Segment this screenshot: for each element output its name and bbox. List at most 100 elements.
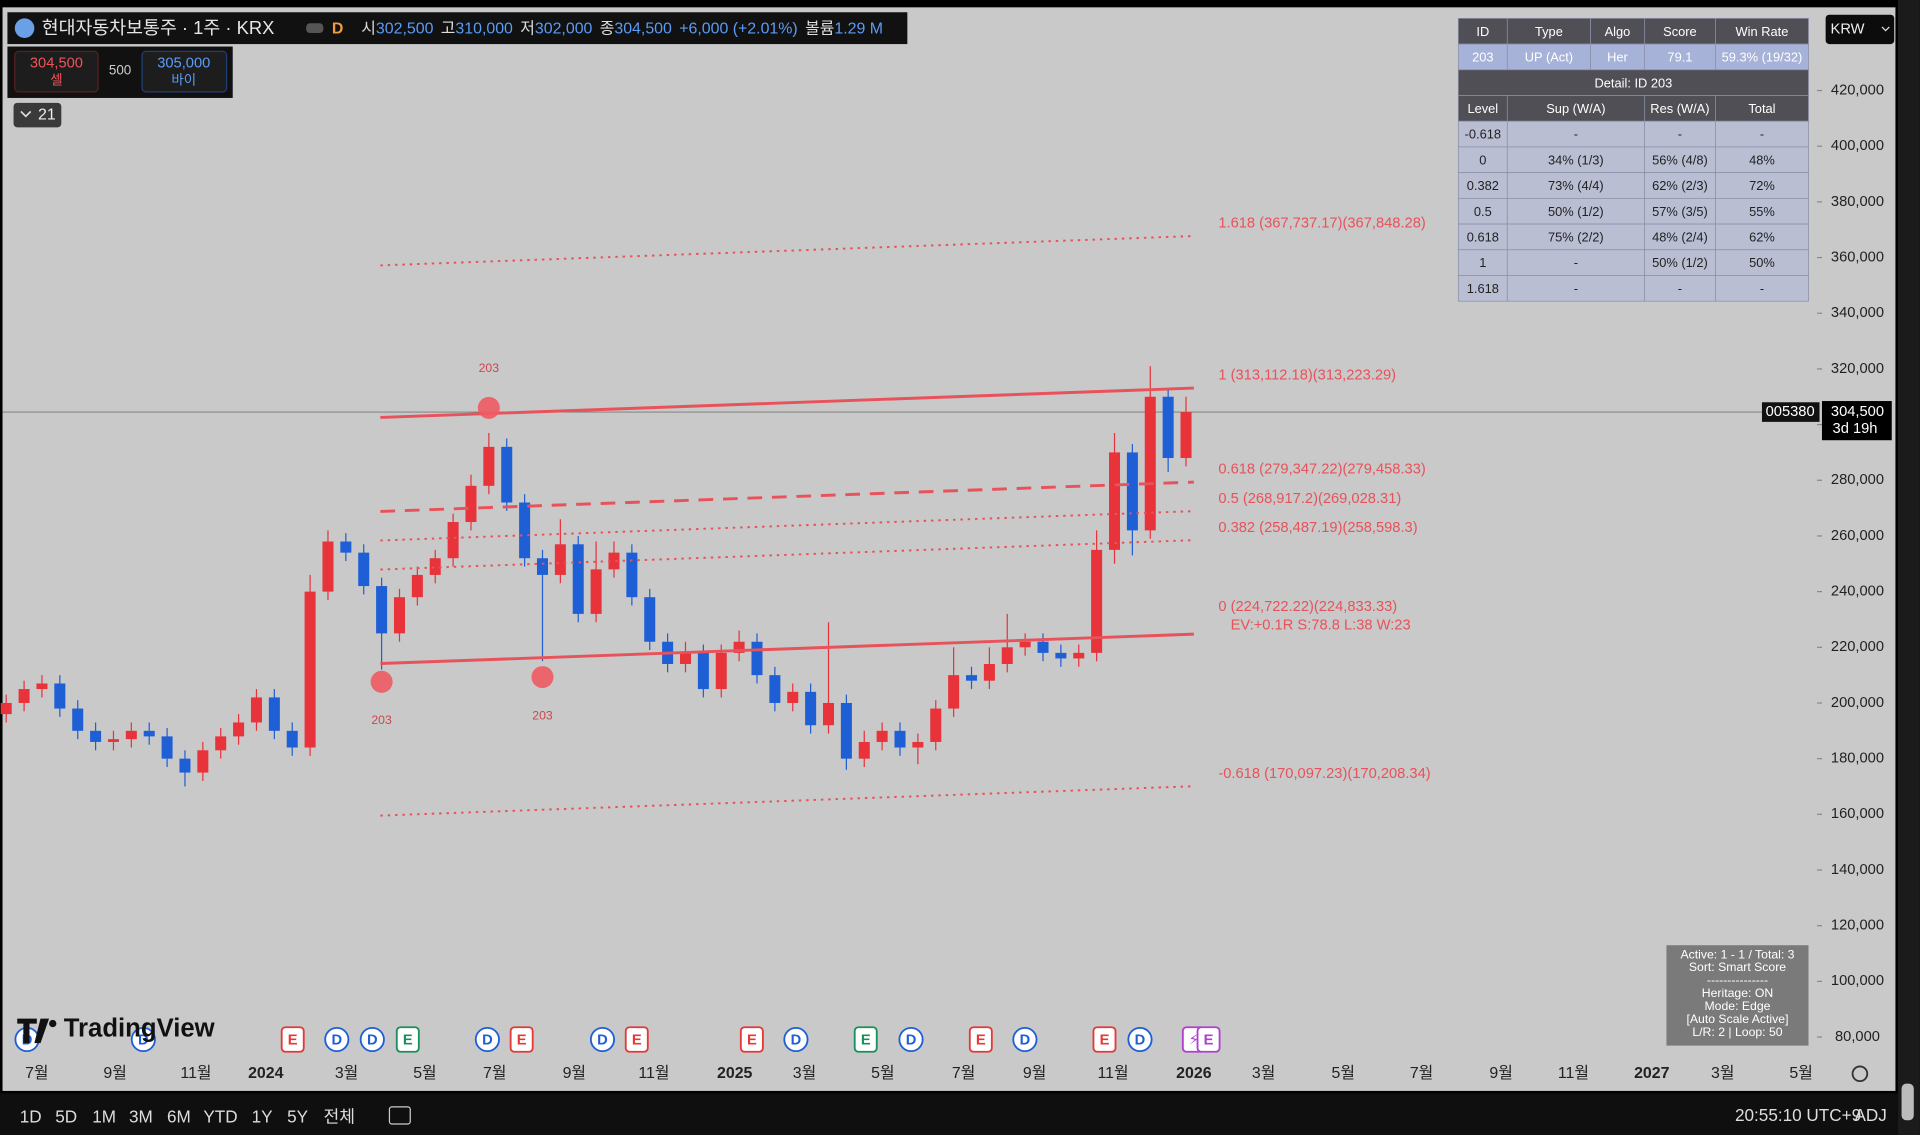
- x-tick-label: 3월: [1711, 1064, 1734, 1082]
- fib-note: EV:+0.1R S:78.8 L:38 W:23: [1231, 617, 1411, 633]
- candle-body: [679, 652, 692, 665]
- detail-header: Sup (W/A): [1546, 101, 1605, 116]
- y-tick-label: 160,000: [1831, 806, 1884, 822]
- candle-body: [1055, 652, 1067, 659]
- earnings-event[interactable]: [280, 1026, 305, 1053]
- bottom-toolbar: [0, 1093, 1898, 1135]
- range-button[interactable]: 5D: [55, 1106, 77, 1126]
- table-header-bg: [1715, 17, 1809, 45]
- sell-button[interactable]: [14, 50, 99, 93]
- scroll-thumb[interactable]: [1901, 1083, 1914, 1121]
- indicator-count: 21: [38, 106, 56, 123]
- dividend-event[interactable]: [1012, 1026, 1038, 1053]
- candle-body: [36, 683, 48, 690]
- range-button[interactable]: 6M: [167, 1106, 191, 1126]
- currency-button[interactable]: [1825, 14, 1895, 45]
- earnings-event[interactable]: [395, 1026, 420, 1053]
- countdown: 3d 19h: [1833, 421, 1878, 437]
- clock: 20:55:10 UTC+9: [1735, 1105, 1861, 1125]
- earnings-event[interactable]: [624, 1026, 649, 1053]
- dividend-event[interactable]: [783, 1026, 809, 1053]
- adjust-toggle[interactable]: ADJ: [1854, 1105, 1886, 1125]
- detail-cell-bg: [1715, 249, 1809, 276]
- settings-icon[interactable]: [1851, 1065, 1869, 1083]
- candle-body: [0, 702, 12, 715]
- detail-cell: 1: [1479, 255, 1486, 270]
- indicator-toggle[interactable]: [13, 102, 62, 128]
- buy-label: 바이: [171, 72, 196, 87]
- table-detail-title-bg: [1457, 69, 1809, 96]
- range-button[interactable]: 3M: [129, 1106, 153, 1126]
- buy-button[interactable]: [141, 50, 228, 93]
- dividend-event[interactable]: [130, 1026, 156, 1053]
- earnings-event[interactable]: [1092, 1026, 1117, 1053]
- dividend-event[interactable]: [324, 1026, 350, 1053]
- candle-body: [483, 446, 495, 486]
- change: +6,000 (+2.01%): [679, 21, 798, 38]
- dividend-event[interactable]: [474, 1026, 500, 1053]
- info-line: Mode: Edge: [1704, 999, 1770, 1013]
- detail-cell-bg: [1457, 120, 1508, 148]
- candle-body: [1180, 412, 1192, 458]
- range-button[interactable]: 1D: [20, 1106, 42, 1126]
- x-tick-label: 9월: [1489, 1064, 1512, 1082]
- symbol-tag: [1761, 402, 1820, 422]
- fib-label: 1.618 (367,737.17)(367,848.28): [1218, 216, 1425, 232]
- detail-header-bg: [1715, 95, 1809, 122]
- candle-body: [1001, 647, 1013, 665]
- event-label: E: [403, 1033, 413, 1049]
- y-tick-label: 260,000: [1831, 528, 1884, 544]
- symbol-logo: [14, 18, 35, 38]
- earnings-event[interactable]: [853, 1026, 878, 1053]
- detail-header: Total: [1748, 101, 1775, 116]
- candle-body: [376, 586, 388, 634]
- pivot-marker: [370, 670, 393, 693]
- candle-body: [1162, 396, 1174, 458]
- earnings-event[interactable]: [968, 1026, 993, 1053]
- chevron: [1881, 26, 1890, 32]
- range-button[interactable]: 1Y: [252, 1106, 274, 1126]
- spread: 500: [109, 63, 131, 78]
- pivot-marker: [477, 396, 500, 419]
- detail-cell: 0.5: [1474, 204, 1492, 219]
- earnings-event[interactable]: [1196, 1026, 1221, 1053]
- candle-body: [805, 691, 817, 726]
- detail-cell: -: [1760, 127, 1764, 142]
- x-tick-label: 7월: [952, 1064, 975, 1082]
- detail-cell-bg: [1457, 223, 1508, 251]
- price-tag-text: 304,500: [1831, 404, 1884, 420]
- earnings-event[interactable]: [509, 1026, 534, 1053]
- earnings-event[interactable]: [739, 1026, 764, 1053]
- volume: 1.29 M: [834, 21, 883, 38]
- detail-cell: 50% (1/2): [1548, 204, 1604, 219]
- candle-body: [912, 741, 924, 748]
- dividend-event[interactable]: [898, 1026, 924, 1053]
- event-label: E: [517, 1033, 527, 1049]
- table-cell: 79.1: [1667, 50, 1692, 65]
- event-label: E: [1204, 1033, 1214, 1049]
- range-button[interactable]: YTD: [203, 1106, 237, 1126]
- dividend-event[interactable]: [1127, 1026, 1153, 1053]
- dividend-event[interactable]: [359, 1026, 385, 1053]
- x-tick-label: 5월: [1331, 1064, 1354, 1082]
- fib-label: 0.382 (258,487.19)(258,598.3): [1218, 520, 1417, 536]
- candle-body: [54, 683, 66, 709]
- candle-body: [733, 641, 745, 653]
- detail-cell: 1.618: [1467, 281, 1499, 296]
- y-tick-label: 380,000: [1831, 194, 1884, 210]
- detail-cell: 75% (2/2): [1548, 230, 1604, 245]
- detail-cell-bg: [1644, 275, 1716, 302]
- candle-body: [894, 730, 906, 748]
- range-button[interactable]: 전체: [323, 1106, 355, 1126]
- table-cell-bg: [1457, 43, 1508, 71]
- range-button[interactable]: 5Y: [287, 1106, 309, 1126]
- dividend-event[interactable]: [589, 1026, 616, 1053]
- range-button[interactable]: 1M: [92, 1106, 116, 1126]
- candle-body: [644, 597, 656, 642]
- ohlc-label: 고: [441, 21, 456, 38]
- y-tick-label: 420,000: [1831, 82, 1884, 98]
- compare-icon[interactable]: [388, 1106, 411, 1125]
- chevron: [20, 110, 32, 118]
- scrollbar: [1897, 0, 1920, 1135]
- y-tick-label: 100,000: [1831, 973, 1884, 989]
